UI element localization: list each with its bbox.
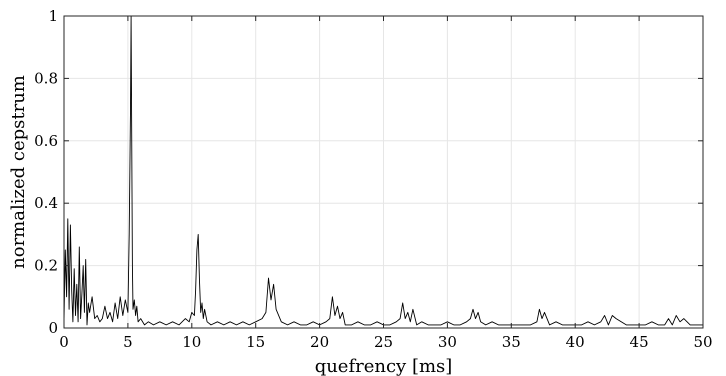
x-tick-label: 30 bbox=[438, 333, 457, 351]
y-tick-label: 0.2 bbox=[34, 257, 58, 275]
x-tick-label: 45 bbox=[630, 333, 649, 351]
x-tick-label: 35 bbox=[502, 333, 521, 351]
x-tick-label: 20 bbox=[310, 333, 329, 351]
y-tick-label: 0 bbox=[48, 319, 58, 337]
cepstrum-line bbox=[63, 15, 703, 326]
ticks: 0 5 10 15 20 25 30 35 40 45 50 0 0.2 0.4 0.6 0.8 1 bbox=[34, 7, 712, 351]
x-tick-label: 25 bbox=[374, 333, 393, 351]
y-tick-label: 1 bbox=[48, 7, 58, 25]
y-tick-label: 0.6 bbox=[34, 132, 58, 150]
x-tick-label: 0 bbox=[59, 333, 69, 351]
y-tick-label: 0.8 bbox=[34, 69, 58, 87]
x-tick-label: 15 bbox=[246, 333, 265, 351]
x-tick-label: 40 bbox=[566, 333, 585, 351]
grid bbox=[64, 16, 703, 328]
y-axis-label: normalized cepstrum bbox=[8, 75, 29, 269]
x-tick-label: 10 bbox=[182, 333, 201, 351]
x-tick-label: 5 bbox=[123, 333, 133, 351]
x-tick-label: 50 bbox=[693, 333, 712, 351]
y-tick-label: 0.4 bbox=[34, 194, 58, 212]
x-axis-label: quefrency [ms] bbox=[315, 356, 453, 376]
series-layer bbox=[63, 15, 703, 326]
